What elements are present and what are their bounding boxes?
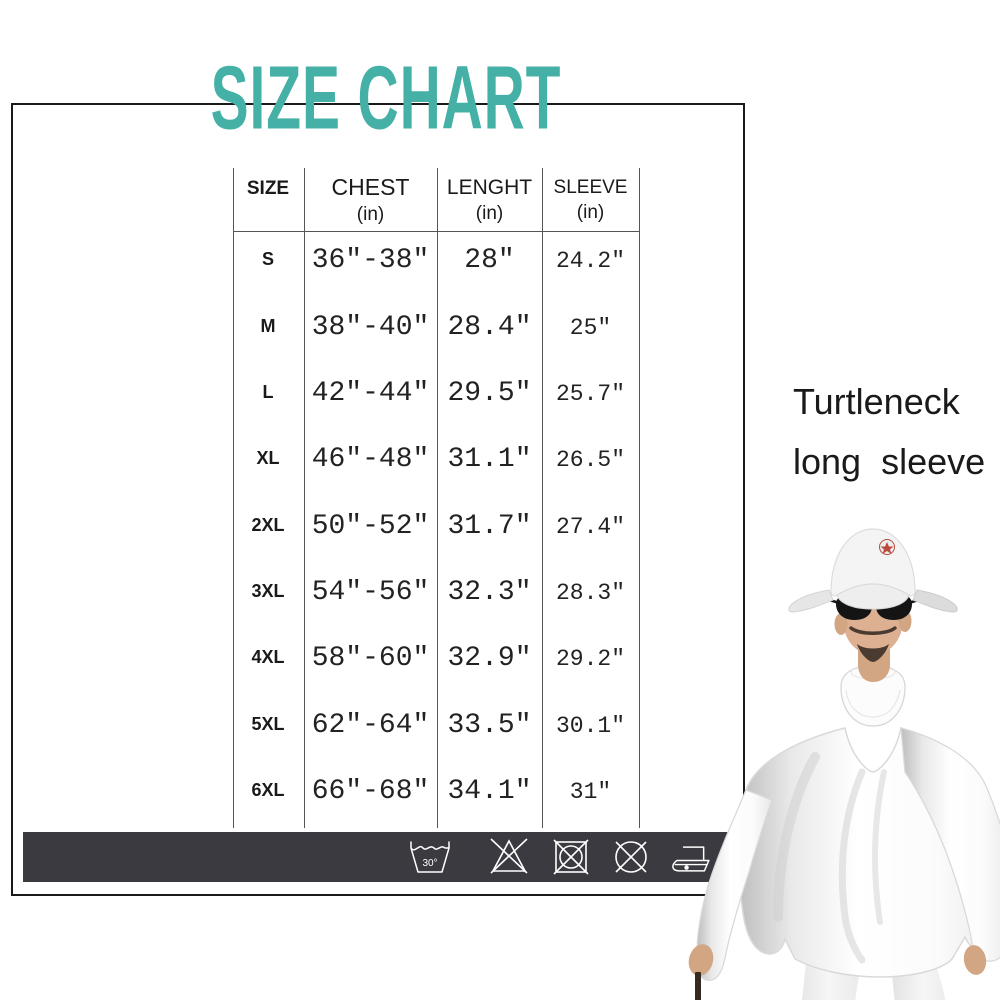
svg-text:30°: 30°: [422, 858, 437, 869]
